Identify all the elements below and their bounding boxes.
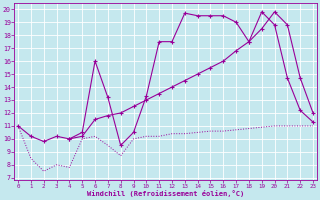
X-axis label: Windchill (Refroidissement éolien,°C): Windchill (Refroidissement éolien,°C) <box>87 190 244 197</box>
